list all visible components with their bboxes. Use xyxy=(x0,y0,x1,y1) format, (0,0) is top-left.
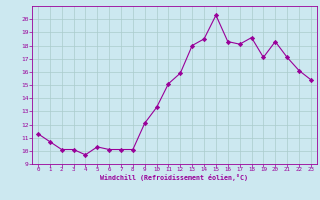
X-axis label: Windchill (Refroidissement éolien,°C): Windchill (Refroidissement éolien,°C) xyxy=(100,174,248,181)
